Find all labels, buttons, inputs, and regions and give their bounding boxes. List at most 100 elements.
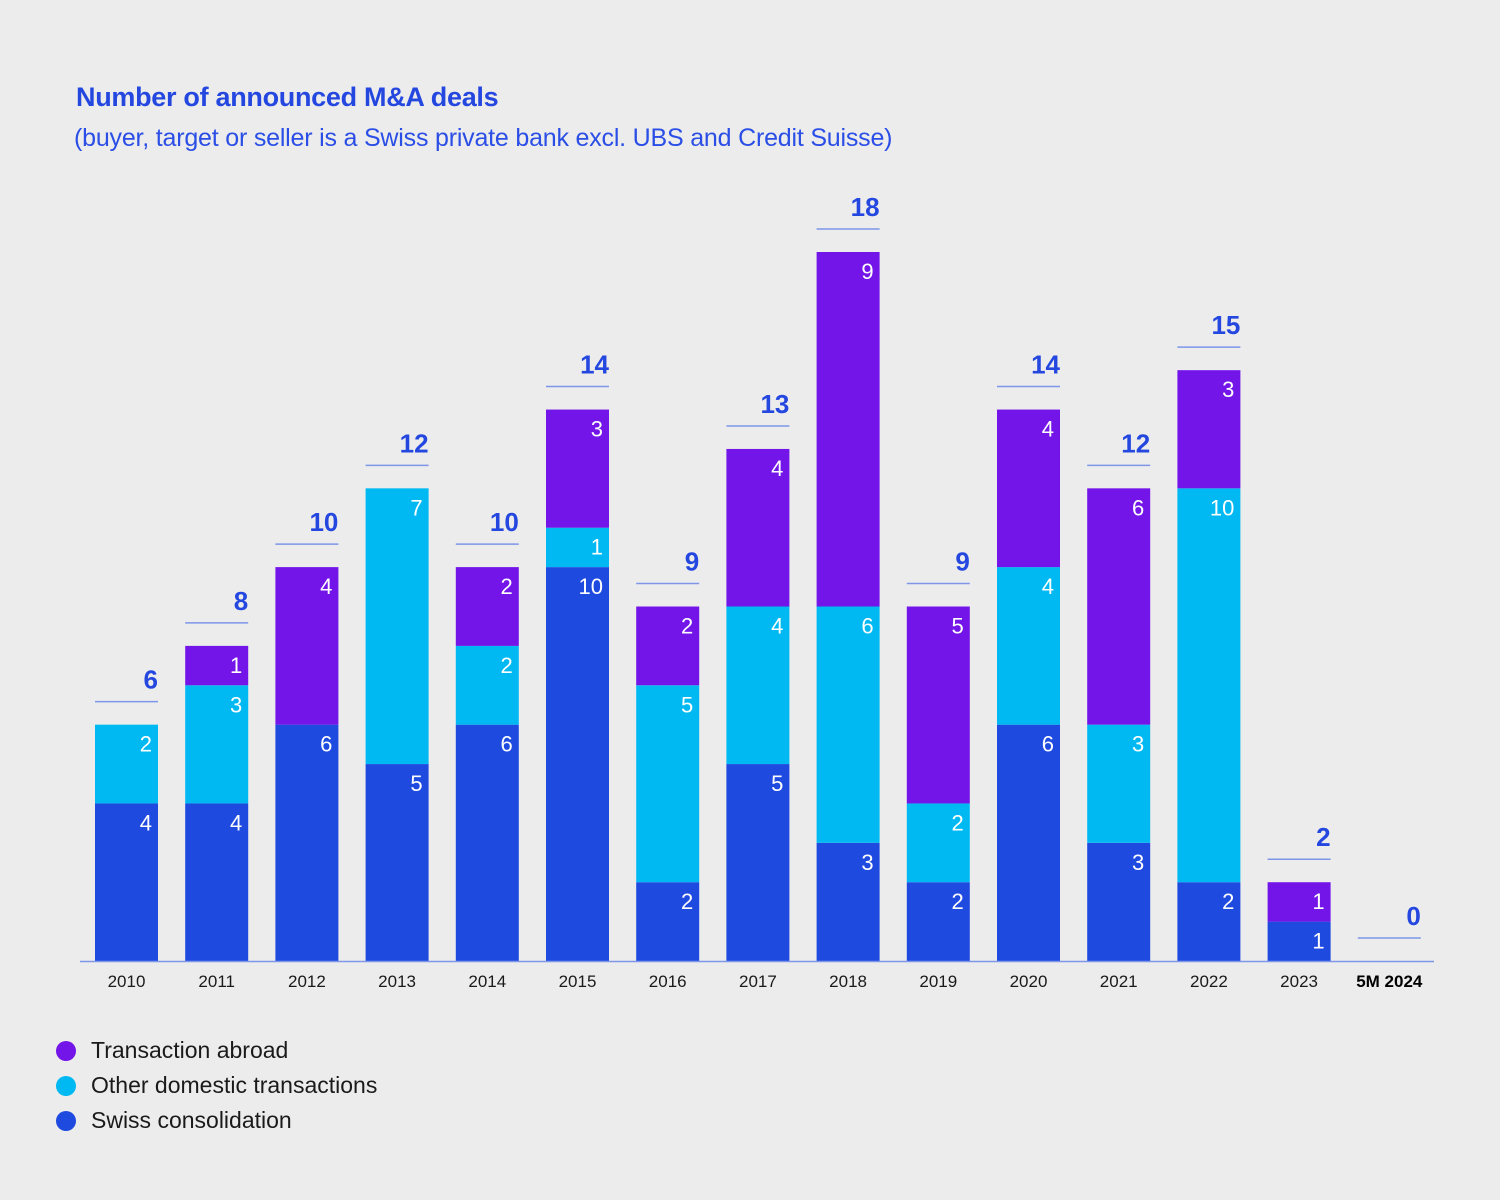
segment-value-label: 1 (1312, 929, 1324, 954)
bar-segment-transaction-abroad (636, 606, 700, 686)
segment-value-label: 10 (1210, 495, 1234, 520)
segment-value-label: 1 (230, 653, 242, 678)
bar-segment-swiss-consolidation (1177, 882, 1241, 961)
segment-value-label: 4 (1042, 417, 1054, 442)
segment-value-label: 7 (410, 495, 422, 520)
bar-group: 4 3 1 8 2011 (185, 586, 249, 991)
x-tick-label: 2014 (468, 972, 506, 991)
bar-segment-swiss-consolidation (816, 842, 880, 961)
bar-segment-other-domestic-transactions (816, 606, 880, 843)
segment-value-label: 3 (1222, 377, 1234, 402)
bar-group: 6 4 4 14 2020 (997, 350, 1061, 991)
x-tick-label: 2013 (378, 972, 416, 991)
bar-segment-other-domestic-transactions (455, 645, 519, 725)
segment-value-label: 6 (1132, 495, 1144, 520)
bar-segment-transaction-abroad (185, 645, 249, 686)
segment-value-label: 4 (140, 810, 152, 835)
segment-value-label: 2 (140, 732, 152, 757)
bar-segment-swiss-consolidation (455, 724, 519, 961)
bar-group: 3 3 6 12 2021 (1087, 428, 1151, 991)
segment-value-label: 1 (1312, 889, 1324, 914)
total-value-label: 10 (490, 507, 519, 537)
total-value-label: 9 (955, 547, 969, 577)
bar-segment-other-domestic-transactions (1177, 488, 1241, 883)
legend-item-swiss-consolidation: Swiss consolidation (56, 1103, 377, 1138)
segment-value-label: 6 (501, 732, 513, 757)
bar-segment-transaction-abroad (1087, 488, 1151, 725)
bar-group: 3 6 9 18 2018 (816, 192, 880, 991)
bar-segment-swiss-consolidation (95, 803, 158, 961)
bar-segment-other-domestic-transactions (906, 803, 970, 883)
bar-segment-swiss-consolidation (636, 882, 700, 961)
bar-segment-transaction-abroad (1177, 370, 1241, 489)
legend-swatch-swiss-consolidation (56, 1110, 76, 1131)
total-value-label: 0 (1406, 901, 1420, 931)
legend-swatch-other-domestic (56, 1075, 76, 1096)
legend: Transaction abroad Other domestic transa… (56, 1033, 377, 1138)
segment-value-label: 10 (579, 574, 603, 599)
segment-value-label: 3 (1132, 732, 1144, 757)
x-tick-label: 2012 (288, 972, 326, 991)
segment-value-label: 4 (771, 456, 783, 481)
bar-segment-other-domestic-transactions (726, 606, 790, 765)
bar-segment-other-domestic-transactions (365, 488, 429, 765)
segment-value-label: 2 (1222, 889, 1234, 914)
total-value-label: 12 (400, 428, 429, 458)
bar-group: 6 2 2 10 2014 (455, 507, 519, 991)
bar-group: 10 1 3 14 2015 (546, 350, 610, 991)
bar-group: 2 5 2 9 2016 (636, 547, 700, 991)
total-value-label: 9 (685, 547, 699, 577)
x-tick-label: 2018 (829, 972, 867, 991)
bar-segment-transaction-abroad (997, 409, 1060, 568)
segment-value-label: 4 (1042, 574, 1054, 599)
x-tick-label: 2017 (739, 972, 777, 991)
segment-value-label: 2 (501, 574, 513, 599)
chart-title: Number of announced M&A deals (76, 82, 499, 112)
legend-item-other-domestic: Other domestic transactions (56, 1068, 377, 1103)
total-value-label: 8 (234, 586, 248, 616)
bar-segment-other-domestic-transactions (636, 685, 700, 883)
bar-segment-swiss-consolidation (1087, 842, 1151, 961)
bar-segment-transaction-abroad (1267, 882, 1331, 922)
x-tick-label: 5M 2024 (1356, 972, 1423, 991)
bar-segment-swiss-consolidation (1267, 921, 1331, 961)
bar-segment-swiss-consolidation (997, 724, 1060, 961)
segment-value-label: 6 (1042, 732, 1054, 757)
bar-group: 2 10 3 15 2022 (1177, 310, 1241, 991)
legend-label: Swiss consolidation (91, 1107, 292, 1133)
bar-group: 5 4 4 13 2017 (726, 389, 790, 991)
segment-value-label: 2 (681, 889, 693, 914)
legend-item-transaction-abroad: Transaction abroad (56, 1033, 377, 1068)
total-value-label: 15 (1211, 310, 1240, 340)
segment-value-label: 6 (320, 732, 332, 757)
bar-segment-other-domestic-transactions (546, 527, 609, 568)
segment-value-label: 4 (230, 810, 242, 835)
x-tick-label: 2010 (108, 972, 146, 991)
legend-label: Other domestic transactions (91, 1072, 378, 1098)
x-tick-label: 2021 (1100, 972, 1138, 991)
segment-value-label: 5 (681, 692, 693, 717)
bar-segment-swiss-consolidation (546, 567, 609, 961)
segment-value-label: 3 (591, 417, 603, 442)
segment-value-label: 2 (681, 614, 693, 639)
segment-value-label: 1 (591, 535, 603, 560)
x-tick-label: 2019 (919, 972, 957, 991)
bar-segment-transaction-abroad (816, 252, 880, 607)
bar-group: 1 1 2 2023 (1267, 822, 1331, 991)
bar-group: 2 2 5 9 2019 (906, 547, 970, 991)
total-value-label: 14 (580, 350, 609, 380)
bar-segment-swiss-consolidation (365, 764, 429, 961)
x-tick-label: 2011 (198, 972, 235, 991)
chart-subtitle: (buyer, target or seller is a Swiss priv… (74, 124, 893, 152)
segment-value-label: 5 (952, 614, 964, 639)
total-value-label: 13 (760, 389, 789, 419)
bar-segment-other-domestic-transactions (997, 567, 1060, 725)
total-value-label: 14 (1031, 350, 1060, 380)
legend-label: Transaction abroad (91, 1037, 289, 1063)
x-tick-label: 2023 (1280, 972, 1318, 991)
x-tick-label: 2016 (649, 972, 687, 991)
segment-value-label: 9 (861, 259, 873, 284)
bar-segment-other-domestic-transactions (95, 724, 158, 804)
bar-segment-transaction-abroad (906, 606, 970, 804)
bar-group: 5 7 12 2013 (365, 428, 429, 991)
